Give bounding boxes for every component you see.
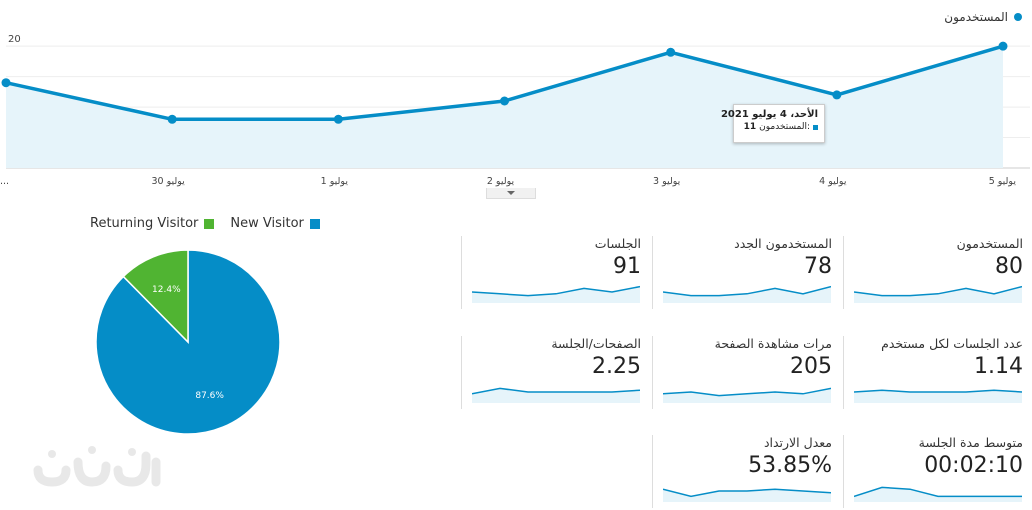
- data-point[interactable]: [167, 114, 177, 124]
- x-tick-label: ...: [0, 176, 9, 187]
- sparkline-fill: [663, 489, 831, 502]
- sparkline-fill: [854, 390, 1022, 403]
- metric-sparkline: [854, 486, 1022, 502]
- tooltip-value: 11: [743, 122, 757, 132]
- pie-slice[interactable]: [122, 249, 189, 344]
- metric-tile-new-users[interactable]: المستخدمون الجدد 78: [652, 236, 832, 309]
- metric-sparkline: [663, 285, 831, 303]
- sparkline-fill: [854, 487, 1022, 502]
- tooltip-row: 11 المستخدمون:: [740, 122, 818, 132]
- data-point[interactable]: [500, 96, 509, 106]
- legend-label-new: New Visitor: [230, 216, 304, 231]
- tooltip-series-label: المستخدمون:: [759, 122, 810, 132]
- metric-label: معدل الارتداد: [763, 435, 832, 450]
- metric-tile-bounce-rate[interactable]: معدل الارتداد 53.85%: [652, 435, 832, 508]
- metric-label: متوسط مدة الجلسة: [918, 435, 1023, 450]
- watermark-logo: [33, 446, 161, 487]
- sparkline-line: [472, 387, 640, 395]
- legend-swatch-returning: [204, 218, 215, 229]
- x-tick-label: 2 يوليو: [487, 176, 515, 187]
- x-tick-label: 5 يوليو: [989, 176, 1017, 187]
- data-point[interactable]: [1, 78, 11, 88]
- sparkline-fill: [854, 286, 1022, 303]
- pie-slice-label: 87.6%: [195, 391, 224, 401]
- sparkline-fill: [472, 286, 640, 303]
- metric-value: 80: [995, 254, 1023, 279]
- legend-swatch-new: [309, 218, 320, 229]
- metric-value: 2.25: [592, 354, 641, 379]
- sparkline-fill: [663, 388, 831, 403]
- metric-value: 53.85%: [748, 453, 832, 478]
- data-point[interactable]: [666, 47, 676, 57]
- x-tick-label: 3 يوليو: [653, 176, 681, 187]
- metric-tile-sessions-per-user[interactable]: عدد الجلسات لكل مستخدم 1.14: [843, 336, 1023, 409]
- sparkline-line: [663, 488, 831, 498]
- metric-label: مرات مشاهدة الصفحة: [714, 336, 832, 351]
- sparkline-line: [663, 285, 831, 297]
- metric-tile-pageviews[interactable]: مرات مشاهدة الصفحة 205: [652, 336, 832, 409]
- pie-legend: Returning Visitor New Visitor: [90, 216, 320, 231]
- x-tick-label: 1 يوليو: [321, 176, 349, 187]
- y-tick-label: 20: [8, 34, 21, 45]
- legend-item-returning[interactable]: Returning Visitor: [90, 216, 215, 231]
- x-tick-label: 4 يوليو: [819, 176, 847, 187]
- x-tick-label: 30 يوليو: [151, 176, 185, 187]
- data-point[interactable]: [998, 41, 1008, 51]
- metric-sparkline: [854, 285, 1022, 303]
- metric-tile-avg-session-duration[interactable]: متوسط مدة الجلسة 00:02:10: [843, 435, 1023, 508]
- metric-value: 78: [804, 254, 832, 279]
- sparkline-line: [854, 389, 1022, 393]
- metric-tile-users[interactable]: المستخدمون 80: [843, 236, 1023, 309]
- metric-sparkline: [663, 387, 831, 403]
- sparkline-line: [663, 387, 831, 397]
- metric-sparkline: [472, 387, 640, 403]
- metric-value: 205: [790, 354, 832, 379]
- sparkline-line: [472, 285, 640, 297]
- metric-sparkline: [854, 389, 1022, 403]
- sparkline-line: [854, 486, 1022, 498]
- sparkline-fill: [472, 388, 640, 403]
- metric-value: 00:02:10: [924, 453, 1023, 478]
- data-point[interactable]: [832, 90, 842, 100]
- metric-value: 91: [613, 254, 641, 279]
- metric-label: عدد الجلسات لكل مستخدم: [881, 336, 1023, 351]
- metric-sparkline: [472, 285, 640, 303]
- sparkline-line: [854, 285, 1022, 297]
- metric-label: المستخدمون: [956, 236, 1023, 251]
- metric-sparkline: [663, 488, 831, 502]
- metric-label: المستخدمون الجدد: [734, 236, 832, 251]
- pie-slice-label: 12.4%: [152, 285, 181, 295]
- collapse-chart-button[interactable]: [486, 188, 536, 199]
- visitor-type-pie-chart: 87.6% 12.4%: [95, 249, 281, 435]
- chevron-down-icon: [507, 191, 515, 195]
- chart-tooltip: الأحد، 4 يوليو 2021 11 المستخدمون:: [720, 104, 825, 143]
- legend-item-new[interactable]: New Visitor: [230, 216, 320, 231]
- metric-tile-pages-per-session[interactable]: الصفحات/الجلسة 2.25: [461, 336, 641, 409]
- metric-label: الصفحات/الجلسة: [551, 336, 641, 351]
- metric-label: الجلسات: [594, 236, 641, 251]
- data-point[interactable]: [333, 114, 343, 124]
- chart-legend: المستخدمون: [944, 10, 1022, 24]
- sparkline-fill: [663, 286, 831, 303]
- metric-value: 1.14: [974, 354, 1023, 379]
- tooltip-title: الأحد، 4 يوليو 2021: [720, 109, 818, 120]
- tooltip-swatch: [813, 124, 818, 130]
- legend-swatch: [1014, 13, 1022, 21]
- legend-label-returning: Returning Visitor: [90, 216, 199, 231]
- legend-label: المستخدمون: [944, 10, 1008, 24]
- metric-tile-sessions[interactable]: الجلسات 91: [461, 236, 641, 309]
